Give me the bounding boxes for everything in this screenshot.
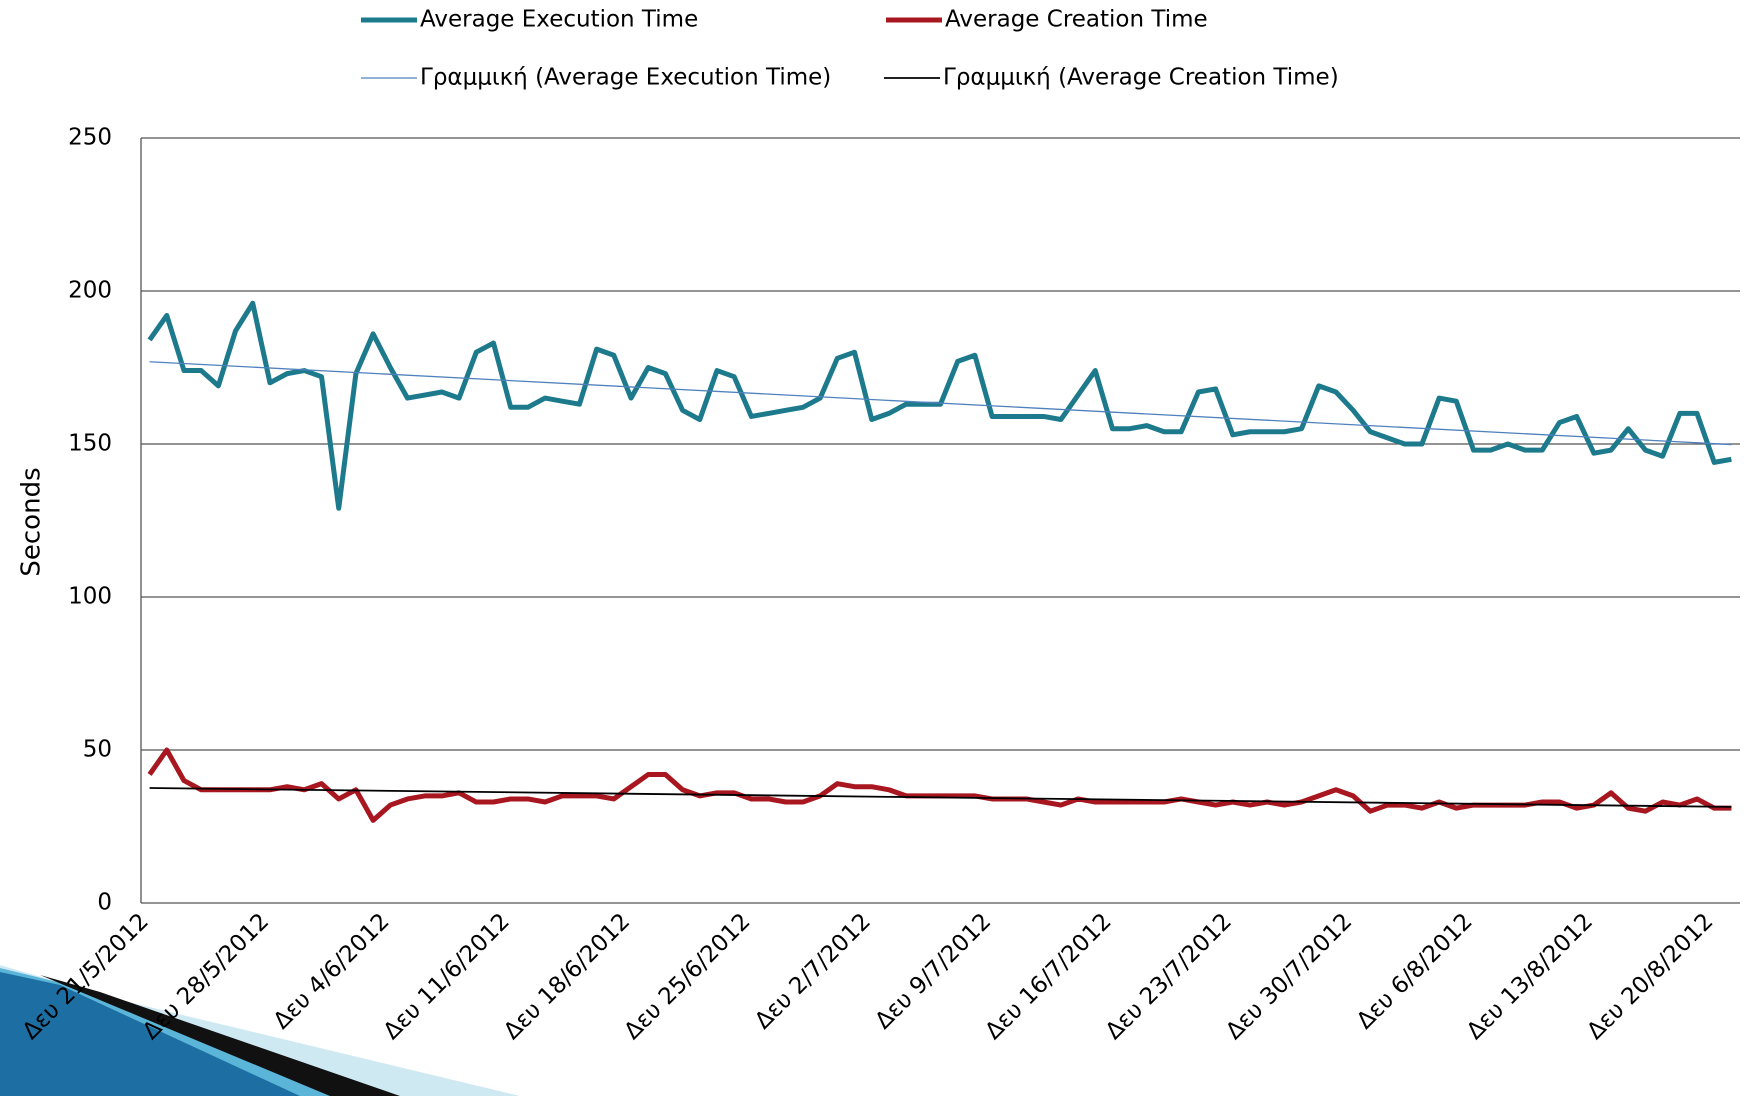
y-tick-label: 0	[97, 890, 112, 916]
x-tick-label: Δευ 20/8/2012	[1582, 908, 1718, 1044]
x-tick-label: Δευ 23/7/2012	[1101, 908, 1237, 1044]
y-tick-label: 250	[68, 125, 112, 151]
x-tick-label: Δευ 30/7/2012	[1221, 908, 1357, 1044]
legend-label: Average Creation Time	[945, 7, 1208, 33]
data-line	[147, 747, 1732, 823]
x-tick-label: Δευ 9/7/2012	[870, 908, 996, 1034]
trend-line	[149, 787, 1732, 808]
x-tick-label: Δευ 4/6/2012	[269, 908, 395, 1034]
x-tick-label: Δευ 6/8/2012	[1352, 908, 1478, 1034]
x-tick-label: Δευ 25/6/2012	[619, 908, 755, 1044]
legend-label: Γραμμική (Average Execution Time)	[420, 65, 831, 91]
x-tick-label: Δευ 11/6/2012	[379, 908, 515, 1044]
data-line	[147, 300, 1732, 511]
y-tick-label: 100	[68, 584, 112, 610]
y-tick-label: 50	[83, 737, 112, 763]
legend-label: Γραμμική (Average Creation Time)	[943, 65, 1339, 91]
y-tick-label: 200	[68, 278, 112, 304]
y-tick-label: 150	[68, 431, 112, 457]
y-axis-title: Seconds	[17, 467, 47, 576]
x-tick-label: Δευ 16/7/2012	[980, 908, 1116, 1044]
x-tick-label: Δευ 2/7/2012	[750, 908, 876, 1034]
x-tick-label: Δευ 18/6/2012	[499, 908, 635, 1044]
decoration	[0, 965, 520, 1096]
trend-line	[149, 361, 1732, 446]
legend-label: Average Execution Time	[420, 7, 698, 33]
x-tick-label: Δευ 13/8/2012	[1462, 908, 1598, 1044]
